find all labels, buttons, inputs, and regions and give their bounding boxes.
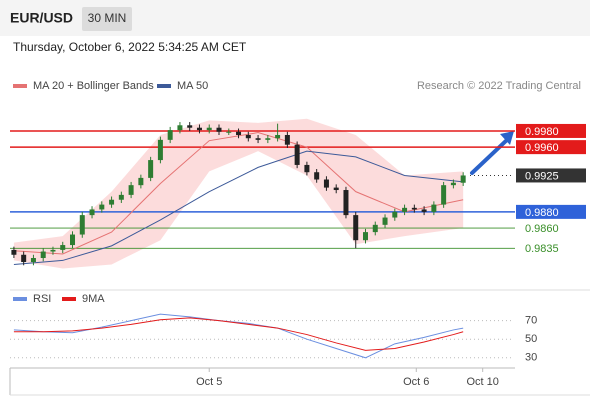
candle-body (187, 125, 193, 128)
candle-body (245, 134, 251, 139)
candle-body (167, 130, 173, 140)
candle-body (392, 211, 398, 218)
candle-body (30, 258, 36, 263)
level-label: 0.9860 (525, 223, 559, 235)
legend-label: MA 20 + Bollinger Bands (33, 80, 154, 92)
level-label-box (516, 204, 586, 219)
candle-body (177, 125, 183, 131)
y-tick-label: 30 (525, 352, 537, 364)
candle-body (402, 207, 408, 212)
candle-body (255, 138, 261, 140)
moving-average (13, 132, 464, 255)
candle-body (450, 182, 456, 186)
candle-body (382, 217, 388, 225)
y-tick-label: 50 (525, 333, 537, 345)
candle-body (109, 199, 115, 205)
candle-body (333, 187, 339, 191)
legend-label: RSI (33, 293, 51, 305)
level-label: 0.9960 (525, 142, 559, 154)
candle-body (128, 185, 134, 195)
y-tick-label: 70 (525, 315, 537, 327)
timestamp: Thursday, October 6, 2022 5:34:25 AM CET (13, 40, 247, 54)
legend-swatch (62, 297, 76, 301)
candle-body (196, 127, 202, 131)
timeframe-button[interactable] (82, 7, 132, 31)
candle-body (411, 207, 417, 210)
symbol: EUR/USD (10, 10, 73, 26)
legend-label: 9MA (82, 293, 105, 305)
candle-body (99, 204, 105, 210)
candle-body (353, 215, 359, 241)
legend-swatch (157, 84, 171, 88)
candle-body (157, 139, 163, 161)
level-label-box (516, 123, 586, 138)
candle-body (460, 175, 466, 183)
candle-body (60, 245, 66, 250)
trend-arrow (470, 137, 510, 175)
candle-body (138, 177, 144, 186)
candle-body (216, 127, 222, 132)
level-label-box (516, 168, 586, 183)
level-label: 0.9980 (525, 126, 559, 138)
candle-body (314, 172, 320, 180)
candle-body (284, 134, 290, 145)
candle-body (11, 249, 17, 255)
candle-body (304, 164, 310, 173)
candle-body (226, 131, 232, 133)
x-tick-label: Oct 10 (466, 376, 498, 388)
candle-body (323, 179, 329, 188)
candle-body (294, 144, 300, 165)
x-tick-label: Oct 6 (403, 376, 429, 388)
candle-body (50, 249, 56, 252)
moving-average (13, 150, 464, 265)
candle-body (372, 224, 378, 233)
credit: Research © 2022 Trading Central (417, 80, 581, 92)
level-label-box (516, 140, 586, 155)
candle-body (89, 209, 95, 216)
level-label: 0.9880 (525, 207, 559, 219)
legend-swatch (13, 84, 27, 88)
level-label: 0.9925 (525, 170, 559, 182)
candle-body (343, 190, 349, 216)
candle-body (206, 127, 212, 131)
candle-body (431, 204, 437, 212)
candle-body (148, 160, 154, 178)
level-label: 0.9835 (525, 243, 559, 255)
candle-body (421, 209, 427, 212)
legend-swatch (13, 297, 27, 301)
candle-body (118, 194, 124, 200)
x-tick-label: Oct 5 (196, 376, 222, 388)
timeframe[interactable]: 30 MIN (88, 11, 127, 25)
candle-body (363, 232, 369, 241)
candle-body (70, 234, 76, 246)
indicator-line (13, 317, 464, 351)
candle-body (40, 251, 46, 259)
legend-label: MA 50 (177, 80, 208, 92)
trend-arrowhead (500, 131, 514, 145)
candle-body (21, 254, 27, 263)
candle-body (79, 215, 85, 235)
candle-body (265, 138, 271, 140)
candle-body (236, 131, 242, 135)
candle-body (275, 134, 281, 139)
candle-body (441, 185, 447, 205)
